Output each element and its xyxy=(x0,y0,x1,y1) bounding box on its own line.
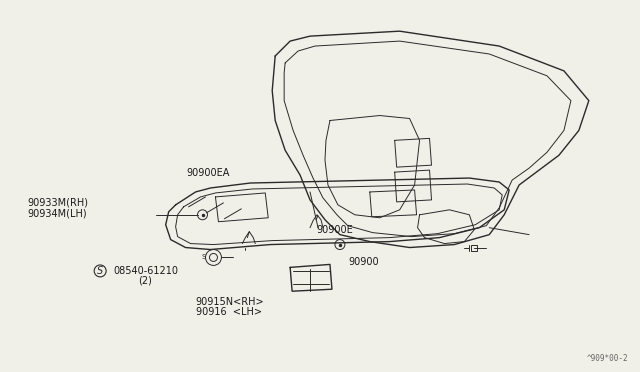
Text: ^909*00-2: ^909*00-2 xyxy=(587,354,628,363)
Text: 90934M(LH): 90934M(LH) xyxy=(27,209,86,219)
Text: 08540-61210: 08540-61210 xyxy=(113,266,178,276)
Text: 90916  <LH>: 90916 <LH> xyxy=(196,307,262,317)
Text: 90900E: 90900E xyxy=(317,225,353,235)
Text: 90900EA: 90900EA xyxy=(186,168,230,178)
Text: S: S xyxy=(97,266,103,276)
Text: S: S xyxy=(202,254,205,260)
Text: 90915N<RH>: 90915N<RH> xyxy=(196,297,264,307)
Text: (2): (2) xyxy=(138,275,152,285)
Text: 90933M(RH): 90933M(RH) xyxy=(27,198,88,208)
Text: 90900: 90900 xyxy=(349,257,380,267)
